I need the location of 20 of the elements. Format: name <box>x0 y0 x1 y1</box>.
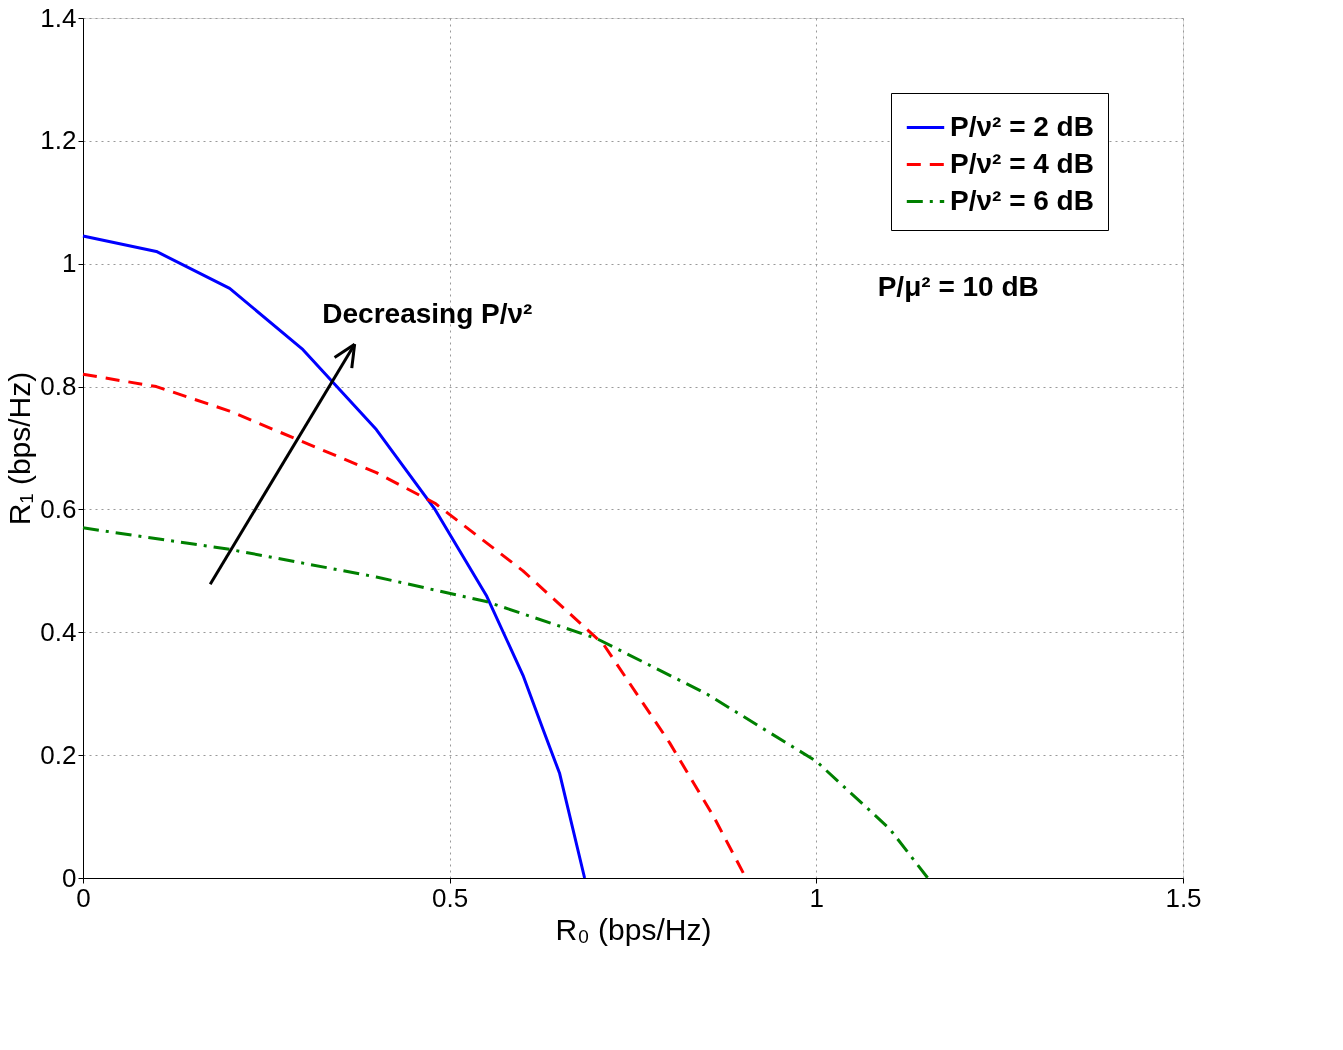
x-tick-label: 0.5 <box>432 882 469 913</box>
y-axis-title: R₁ (bps/Hz) <box>3 371 37 526</box>
x-axis-title: R₀ (bps/Hz) <box>555 912 712 946</box>
y-tick-label: 0.2 <box>40 739 77 770</box>
y-tick-label: 0.6 <box>40 493 77 524</box>
y-tick-label: 1.2 <box>40 125 77 156</box>
y-tick-label: 0.8 <box>40 371 77 402</box>
x-tick-label: 1.5 <box>1165 882 1202 913</box>
y-tick-label: 1 <box>62 248 77 279</box>
y-tick-label: 1.4 <box>40 2 77 33</box>
x-tick-label: 1 <box>809 882 825 913</box>
line-series <box>81 526 930 880</box>
y-tick-label: 0.4 <box>40 616 77 647</box>
annotation: P/μ² = 10 dB <box>877 270 1039 302</box>
legend-label: P/ν² = 4 dB <box>950 147 1094 179</box>
y-tick-label: 0 <box>62 862 77 893</box>
legend-label: P/ν² = 6 dB <box>950 184 1094 216</box>
annotation: Decreasing P/ν² <box>322 297 533 329</box>
legend-label: P/ν² = 2 dB <box>950 110 1094 142</box>
line-series <box>81 234 587 880</box>
